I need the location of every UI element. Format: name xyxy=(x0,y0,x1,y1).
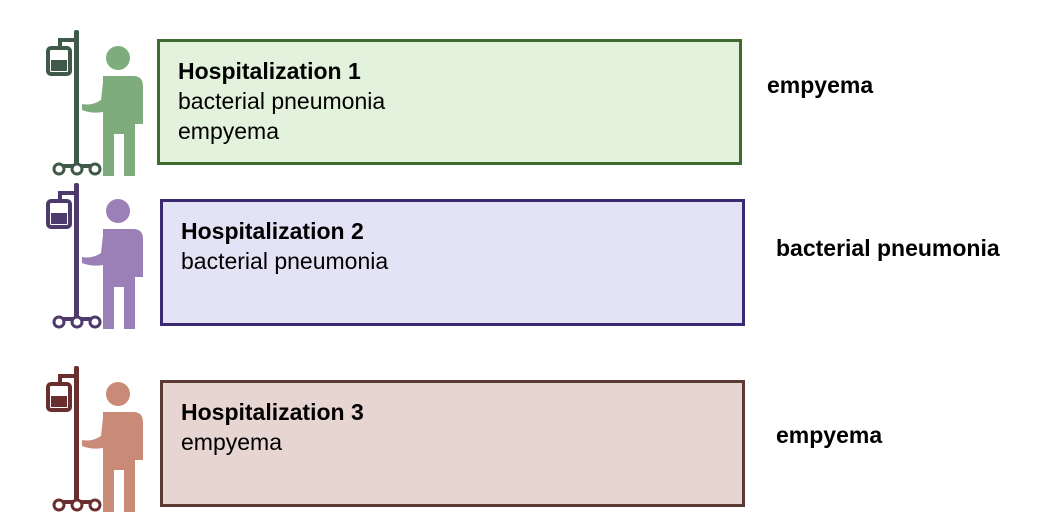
iv-pole-icon xyxy=(46,30,102,176)
outcome-label: bacterial pneumonia xyxy=(776,235,1000,261)
hospitalization-title: Hospitalization 1 xyxy=(178,58,361,84)
diagnosis-line: bacterial pneumonia xyxy=(178,88,386,114)
hospitalization-row-2: Hospitalization 2 bacterial pneumonia ba… xyxy=(0,183,1046,333)
hospitalization-box-2: Hospitalization 2 bacterial pneumonia xyxy=(160,199,745,326)
diagnosis-line: empyema xyxy=(181,429,282,455)
patient-icon xyxy=(82,382,143,512)
iv-pole-icon xyxy=(46,183,102,329)
iv-pole-icon xyxy=(46,366,102,512)
patient-icon xyxy=(82,46,143,176)
hospitalization-title: Hospitalization 3 xyxy=(181,399,364,425)
patient-iv-pole-icon xyxy=(46,30,143,176)
hospitalization-box-1: Hospitalization 1 bacterial pneumonia em… xyxy=(157,39,742,165)
hospitalization-row-1: Hospitalization 1 bacterial pneumonia em… xyxy=(0,30,1046,180)
patient-iv-pole-icon xyxy=(46,366,143,512)
diagnosis-line: bacterial pneumonia xyxy=(181,248,389,274)
outcome-label: empyema xyxy=(776,422,883,448)
patient-iv-pole-icon xyxy=(46,183,143,329)
hospitalization-box-3: Hospitalization 3 empyema xyxy=(160,380,745,507)
patient-icon xyxy=(82,199,143,329)
outcome-label: empyema xyxy=(767,72,874,98)
hospitalization-row-3: Hospitalization 3 empyema empyema xyxy=(0,366,1046,516)
diagnosis-line: empyema xyxy=(178,118,279,144)
hospitalization-title: Hospitalization 2 xyxy=(181,218,364,244)
